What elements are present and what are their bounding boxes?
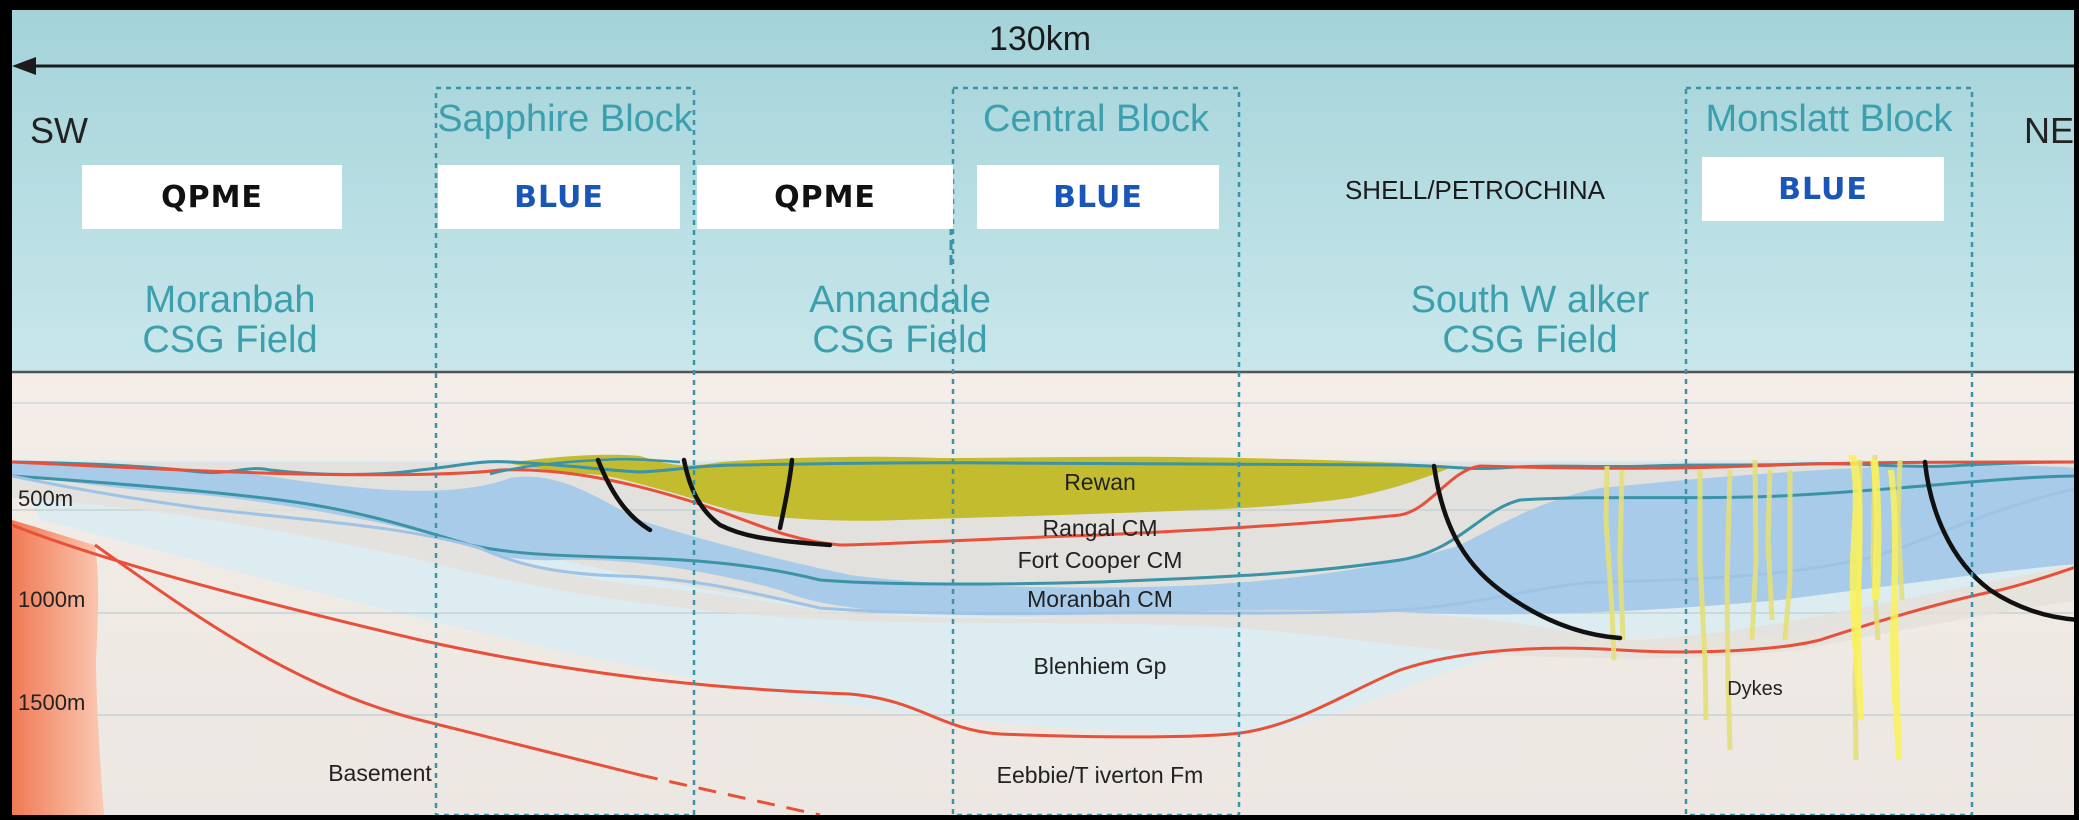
unit-moranbah: Moranbah CM bbox=[1027, 586, 1173, 612]
scale-label: 130km bbox=[988, 20, 1092, 58]
lower-grey-fill bbox=[12, 476, 2079, 659]
rangal-horizon bbox=[11, 460, 2079, 547]
faults-group bbox=[595, 457, 2079, 641]
operator-label-blue-2: BLUE bbox=[977, 165, 1219, 229]
coal-base-horizon bbox=[11, 474, 2079, 586]
operator-label-qpme-1: QPME bbox=[82, 165, 342, 229]
basement-horizon-dashed bbox=[639, 773, 821, 817]
unit-rewan: Rewan bbox=[1064, 469, 1136, 495]
field-annandale-line2: CSG Field bbox=[812, 319, 988, 361]
field-moranbah-line2: CSG Field bbox=[142, 319, 318, 361]
operator-label-qpme-2: QPME bbox=[697, 165, 953, 229]
unit-rangal: Rangal CM bbox=[1042, 515, 1158, 541]
unit-dykes: Dykes bbox=[1727, 678, 1783, 700]
coal-measures-layer bbox=[12, 462, 2079, 616]
operator-label-blue-1: BLUE bbox=[438, 165, 680, 229]
direction-sw: SW bbox=[30, 110, 88, 151]
field-moranbah: Moranbah CSG Field bbox=[110, 280, 350, 360]
unit-eebbie: Eebbie/T iverton Fm bbox=[996, 762, 1204, 788]
field-south-walker: South W alker CSG Field bbox=[1400, 280, 1660, 360]
moranbah-horizon bbox=[11, 474, 2079, 615]
field-south-walker-line1: South W alker bbox=[1410, 279, 1650, 321]
operator-label-blue-3: BLUE bbox=[1702, 157, 1944, 221]
unit-blenheim: Blenhiem Gp bbox=[1033, 653, 1167, 679]
block-title-monslatt: Monslatt Block bbox=[1705, 98, 1953, 140]
unit-basement: Basement bbox=[328, 760, 432, 786]
field-moranbah-line1: Moranbah bbox=[144, 279, 316, 321]
basement-wedge bbox=[12, 520, 104, 815]
direction-ne: NE bbox=[2024, 110, 2075, 151]
depth-label-1500: 1500m bbox=[18, 690, 86, 715]
block-title-sapphire: Sapphire Block bbox=[437, 98, 693, 140]
scale-arrow-head bbox=[12, 57, 36, 75]
depth-label-500: 500m bbox=[18, 486, 74, 511]
basement-horizon bbox=[94, 543, 641, 777]
depth-label-1000: 1000m bbox=[18, 587, 86, 612]
dykes-bright bbox=[1848, 455, 1902, 760]
operator-label-shell: SHELL/PETROCHINA bbox=[1344, 175, 1606, 205]
field-annandale-line1: Annandale bbox=[809, 279, 991, 321]
block-title-central: Central Block bbox=[983, 98, 1209, 140]
rewan-layer bbox=[508, 454, 1450, 521]
frame-right bbox=[2074, 0, 2079, 815]
field-south-walker-line2: CSG Field bbox=[1442, 319, 1618, 361]
field-annandale: Annandale CSG Field bbox=[780, 280, 1020, 360]
unit-fort-cooper: Fort Cooper CM bbox=[1017, 547, 1183, 573]
